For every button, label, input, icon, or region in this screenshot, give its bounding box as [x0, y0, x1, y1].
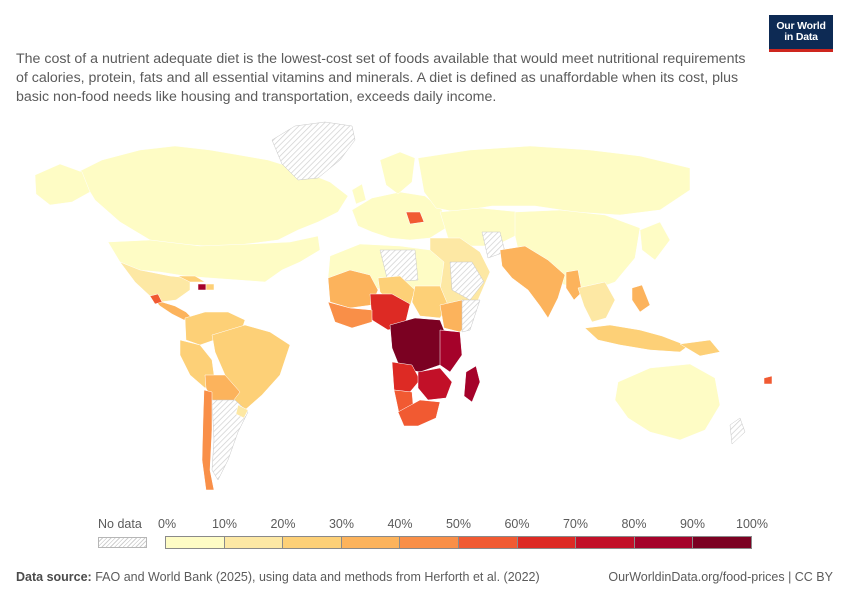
legend-tick-label: 100%	[736, 517, 768, 531]
legend-bin-6[interactable]	[517, 537, 577, 548]
region-japan-korea[interactable]	[639, 221, 671, 261]
legend-no-data-swatch[interactable]	[98, 537, 147, 548]
region-madagascar[interactable]	[463, 365, 481, 403]
legend-tick-label: 0%	[158, 517, 177, 531]
data-source-label: Data source:	[16, 570, 92, 584]
region-fiji[interactable]	[763, 375, 773, 385]
region-scandinavia[interactable]	[379, 151, 416, 195]
legend-tick-label: 40%	[387, 517, 413, 531]
legend-bin-8[interactable]	[634, 537, 694, 548]
legend-tick-label: 90%	[679, 517, 706, 531]
region-east-africa[interactable]	[439, 329, 463, 373]
legend-tick-label: 80%	[621, 517, 647, 531]
region-angola[interactable]	[391, 361, 421, 393]
region-dominican-rep[interactable]	[205, 283, 215, 291]
region-india[interactable]	[499, 245, 566, 319]
region-romania[interactable]	[405, 211, 425, 225]
region-myanmar[interactable]	[565, 269, 583, 301]
region-europe[interactable]	[351, 191, 447, 241]
region-somalia[interactable]	[461, 299, 481, 333]
url-license[interactable]: OurWorldinData.org/food-prices | CC BY	[608, 570, 833, 584]
region-chile[interactable]	[201, 389, 215, 491]
region-zambia-mozambique[interactable]	[417, 367, 453, 401]
legend-bin-0[interactable]	[166, 537, 225, 548]
region-sudan[interactable]	[411, 285, 449, 319]
logo-line-1: Our World	[776, 19, 826, 32]
region-uruguay[interactable]	[235, 404, 249, 419]
region-australia[interactable]	[614, 363, 721, 441]
legend-bin-1[interactable]	[224, 537, 284, 548]
data-source-text[interactable]: FAO and World Bank (2025), using data an…	[95, 570, 540, 584]
legend-bin-5[interactable]	[458, 537, 518, 548]
region-russia[interactable]	[417, 145, 691, 216]
region-alaska[interactable]	[34, 163, 91, 206]
region-southeast-asia[interactable]	[577, 281, 616, 323]
legend-bin-3[interactable]	[341, 537, 401, 548]
legend-tick-label: 70%	[562, 517, 589, 531]
legend-tick-label: 20%	[270, 517, 296, 531]
region-western-sahara[interactable]	[379, 249, 419, 283]
region-uk[interactable]	[351, 183, 367, 205]
legend-bin-9[interactable]	[693, 537, 751, 548]
owid-logo[interactable]: Our World in Data	[769, 15, 833, 52]
region-south-africa[interactable]	[397, 399, 441, 427]
region-argentina[interactable]	[211, 399, 249, 481]
chart-subtitle: The cost of a nutrient adequate diet is …	[16, 51, 746, 105]
region-indonesia[interactable]	[584, 324, 689, 353]
legend-tick-label: 10%	[211, 517, 238, 531]
region-mexico[interactable]	[119, 261, 191, 303]
region-greenland[interactable]	[271, 121, 356, 181]
legend-bin-7[interactable]	[576, 537, 635, 548]
legend-tick-label: 30%	[328, 517, 355, 531]
logo-line-2: in Data	[784, 31, 818, 43]
region-papua[interactable]	[679, 339, 721, 357]
region-saudi[interactable]	[449, 261, 485, 301]
legend-bin-2[interactable]	[283, 537, 342, 548]
region-guatemala[interactable]	[149, 293, 163, 305]
legend-bin-4[interactable]	[400, 537, 459, 548]
region-cuba[interactable]	[177, 275, 206, 283]
legend-tick-label: 60%	[504, 517, 530, 531]
region-usa[interactable]	[107, 235, 321, 283]
region-west-africa-coast[interactable]	[327, 301, 373, 329]
region-new-zealand[interactable]	[729, 417, 746, 445]
legend-scale-bar	[165, 536, 752, 549]
legend-no-data-label: No data	[98, 517, 142, 531]
region-philippines[interactable]	[631, 284, 651, 313]
data-source: Data source: FAO and World Bank (2025), …	[16, 570, 540, 584]
region-haiti[interactable]	[197, 283, 207, 291]
legend-tick-label: 50%	[445, 517, 472, 531]
